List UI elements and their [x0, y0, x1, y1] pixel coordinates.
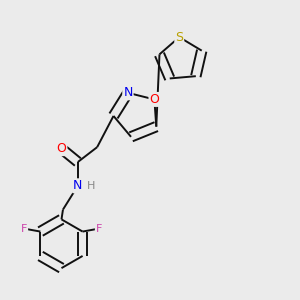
Text: S: S: [175, 31, 183, 44]
Text: H: H: [87, 181, 95, 191]
Text: O: O: [56, 142, 66, 155]
Text: N: N: [123, 86, 133, 99]
Text: N: N: [73, 179, 83, 192]
Text: F: F: [96, 224, 102, 234]
Text: O: O: [149, 93, 159, 106]
Text: F: F: [21, 224, 27, 234]
